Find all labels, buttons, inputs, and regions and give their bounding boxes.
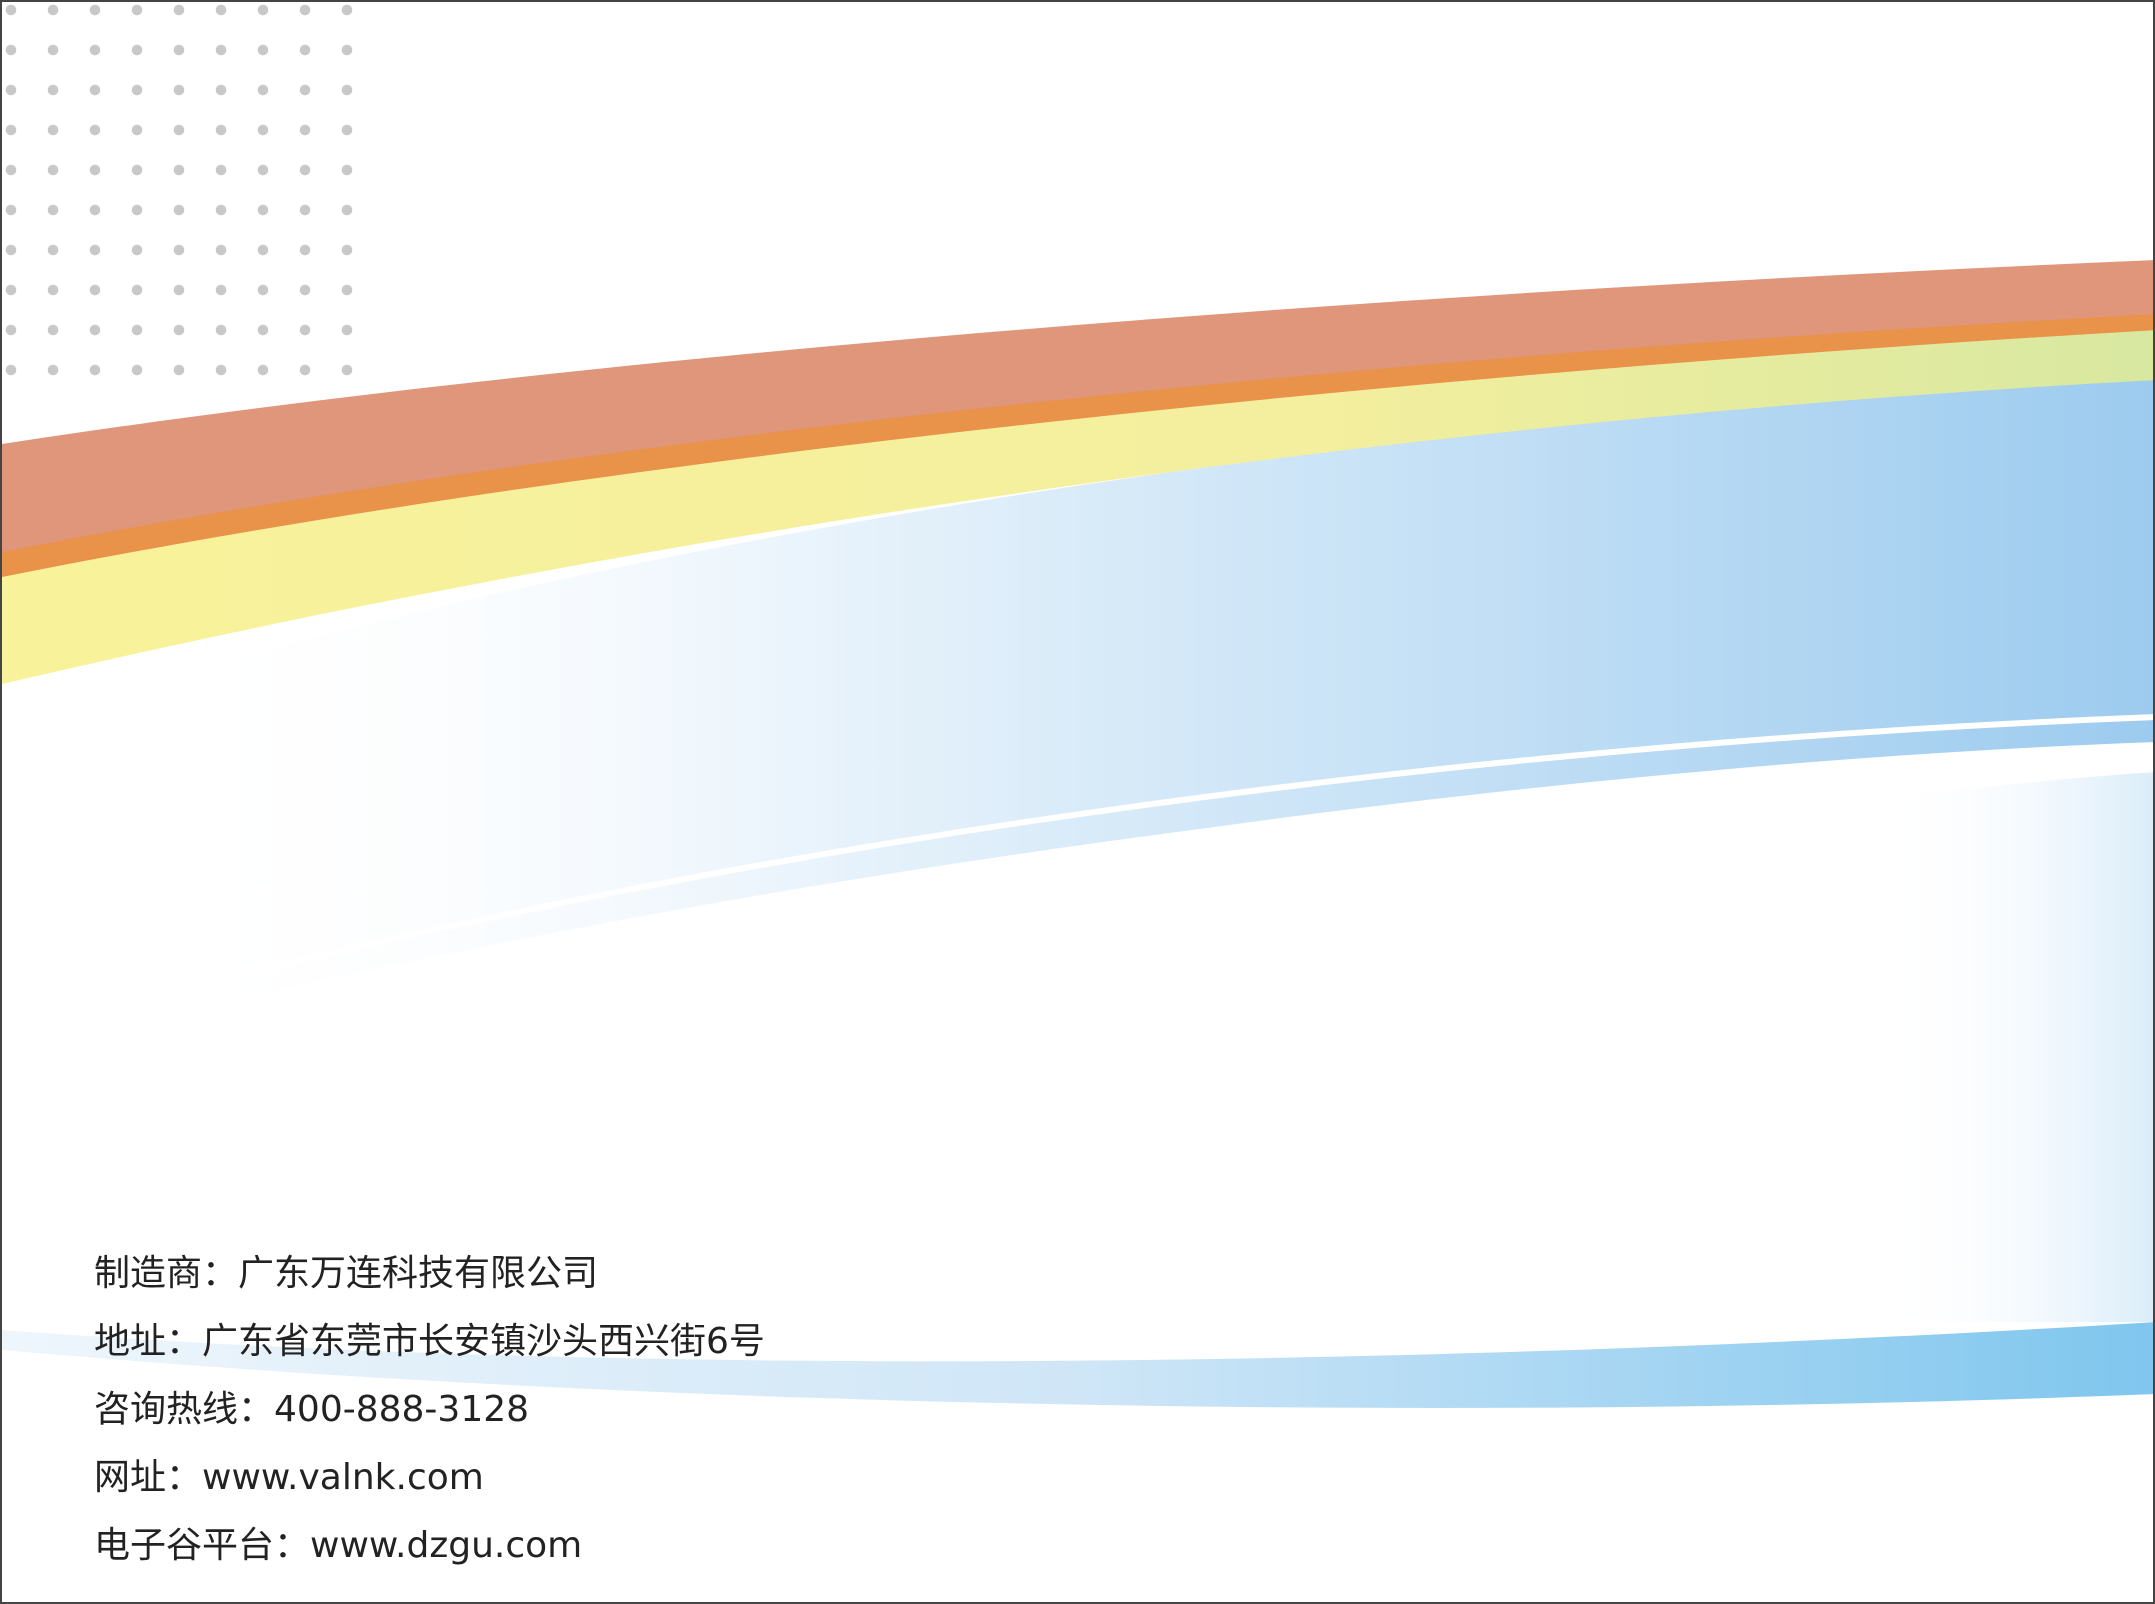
white-streak-2 (221, 753, 2153, 1011)
bottom-blue-band (2, 1322, 2153, 1408)
platform-line: 电子谷平台：www.dzgu.com (94, 1512, 765, 1580)
contact-info: 制造商：广东万连科技有限公司 地址：广东省东莞市长安镇沙头西兴街6号 咨询热线：… (94, 1240, 765, 1580)
manufacturer-value: 广东万连科技有限公司 (238, 1253, 599, 1294)
address-label: 地址： (94, 1321, 203, 1362)
yellow-band (2, 327, 2153, 684)
address-line: 地址：广东省东莞市长安镇沙头西兴街6号 (94, 1308, 765, 1376)
platform-link[interactable]: www.dzgu.com (310, 1525, 583, 1566)
website-link[interactable]: www.valnk.com (202, 1457, 484, 1498)
hotline-label: 咨询热线： (94, 1389, 275, 1430)
right-fade-area (1602, 772, 2153, 1322)
website-label: 网址： (94, 1457, 203, 1498)
orange-stripe (2, 312, 2153, 577)
hotline-value: 400-888-3128 (274, 1389, 530, 1430)
hotline-line: 咨询热线：400-888-3128 (94, 1376, 765, 1444)
blue-band (152, 372, 2153, 1012)
manufacturer-line: 制造商：广东万连科技有限公司 (94, 1240, 765, 1308)
website-line: 网址：www.valnk.com (94, 1444, 765, 1512)
salmon-band (2, 260, 2153, 552)
platform-label: 电子谷平台： (94, 1525, 311, 1566)
address-value: 广东省东莞市长安镇沙头西兴街6号 (202, 1321, 765, 1362)
manufacturer-label: 制造商： (94, 1253, 239, 1294)
dot-grid-decoration (2, 2, 372, 382)
white-streak-1 (191, 714, 2153, 990)
